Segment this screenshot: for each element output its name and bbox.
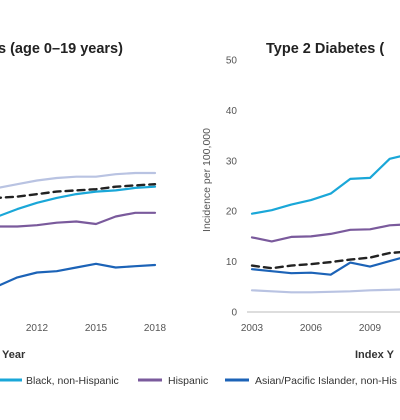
legend-label-asian: Asian/Pacific Islander, non-His — [255, 375, 397, 387]
right-y-tick-20: 20 — [226, 207, 238, 218]
right-y-tick-10: 10 — [226, 257, 238, 268]
left-x-axis-label: Year — [2, 349, 26, 361]
left-panel: s (age 0–19 years) 2012 2015 2018 Year — [0, 41, 167, 361]
left-series-lines — [0, 171, 157, 287]
left-x-tick-2018: 2018 — [144, 323, 167, 334]
legend-label-hispanic: Hispanic — [168, 375, 208, 387]
left-series-line-black-non-hispanic — [0, 185, 157, 217]
right-x-tick-2003: 2003 — [241, 323, 264, 334]
left-chart-title: s (age 0–19 years) — [0, 41, 123, 57]
right-y-tick-40: 40 — [226, 106, 238, 117]
right-y-ticks: 0 10 20 30 40 50 — [226, 56, 238, 319]
right-x-tick-2006: 2006 — [300, 323, 323, 334]
right-series-line-asian-pacific-islander-non-his — [250, 257, 400, 276]
right-x-ticks: 2003 2006 2009 — [241, 323, 382, 334]
left-series-line-series-0 — [0, 171, 157, 189]
right-chart-title: Type 2 Diabetes ( — [266, 41, 384, 57]
left-series-line-dashed — [0, 182, 157, 199]
right-series-line-dashed — [250, 251, 400, 270]
left-series-line-hispanic — [0, 211, 157, 228]
right-series-line-black-non-hispanic — [250, 155, 400, 215]
right-y-tick-30: 30 — [226, 156, 238, 167]
right-series-lines — [250, 155, 400, 294]
right-x-axis-label: Index Y — [355, 349, 395, 361]
left-x-tick-2012: 2012 — [26, 323, 49, 334]
left-x-tick-2015: 2015 — [85, 323, 108, 334]
right-x-tick-2009: 2009 — [359, 323, 382, 334]
left-series-line-asian-pacific-islander-non-his — [0, 262, 157, 287]
right-y-tick-50: 50 — [226, 56, 238, 67]
right-y-axis-label: Incidence per 100,000 — [201, 128, 213, 232]
right-series-line-series-4 — [250, 288, 400, 294]
legend: Black, non-Hispanic Hispanic Asian/Pacif… — [0, 375, 397, 387]
right-series-line-hispanic — [250, 223, 400, 243]
right-y-tick-0: 0 — [231, 308, 237, 319]
left-x-ticks: 2012 2015 2018 — [26, 323, 167, 334]
legend-label-black: Black, non-Hispanic — [26, 375, 119, 387]
